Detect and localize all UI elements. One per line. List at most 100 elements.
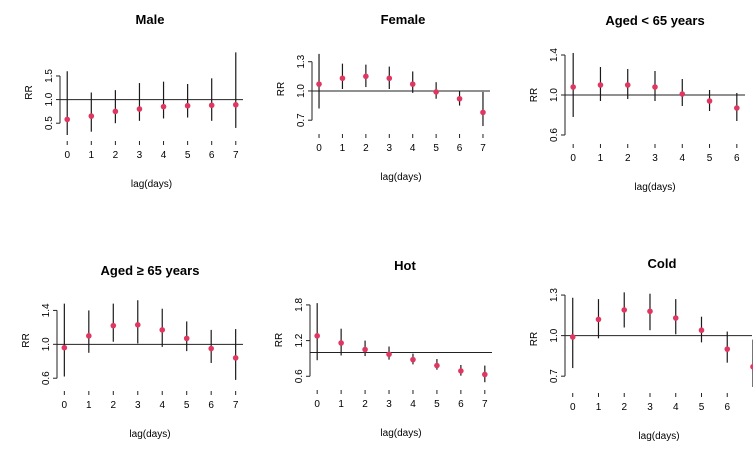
- x-tick-label: 6: [458, 399, 464, 410]
- data-point: [86, 333, 92, 339]
- x-tick-label: 0: [314, 399, 320, 410]
- data-point: [159, 327, 166, 333]
- data-point: [362, 346, 368, 353]
- x-axis-label: lag(days): [634, 182, 675, 193]
- x-tick-label: 2: [362, 399, 368, 410]
- data-point: [386, 75, 393, 82]
- x-tick-label: 2: [113, 150, 119, 161]
- x-tick-label: 7: [480, 143, 486, 154]
- data-point: [64, 116, 71, 123]
- data-point: [624, 82, 631, 88]
- chart-title: Female: [381, 12, 426, 27]
- data-point: [597, 82, 604, 88]
- y-axis-label: RR: [529, 88, 540, 102]
- y-tick-label: 0.7: [549, 369, 560, 383]
- data-point: [183, 335, 190, 342]
- data-point: [88, 113, 95, 119]
- x-axis-label: lag(days): [380, 172, 421, 183]
- x-tick-label: 1: [596, 402, 602, 413]
- data-point: [750, 363, 753, 370]
- data-point: [232, 355, 239, 361]
- y-tick-label: 1.5: [44, 69, 55, 83]
- y-axis-label: RR: [24, 85, 35, 99]
- x-tick-label: 5: [184, 400, 190, 411]
- y-tick-label: 1.8: [294, 298, 305, 312]
- x-tick-label: 6: [457, 143, 463, 154]
- x-tick-label: 1: [340, 143, 346, 154]
- data-point: [706, 98, 713, 104]
- y-tick-label: 0.6: [294, 369, 305, 383]
- data-point: [316, 81, 322, 87]
- x-tick-label: 5: [434, 399, 440, 410]
- data-point: [621, 307, 628, 313]
- x-axis-label: lag(days): [638, 431, 679, 442]
- data-point: [698, 327, 705, 334]
- y-tick-label: 1.0: [44, 92, 55, 106]
- x-tick-label: 5: [707, 153, 713, 164]
- chart-title: Hot: [394, 258, 416, 273]
- data-point: [647, 308, 653, 315]
- data-point: [434, 362, 440, 369]
- y-tick-label: 1.3: [296, 54, 307, 68]
- y-tick-label: 0.6: [41, 371, 52, 385]
- x-axis-label: lag(days): [380, 428, 421, 439]
- data-point: [160, 103, 167, 110]
- x-axis-label: lag(days): [131, 179, 172, 190]
- x-tick-label: 6: [209, 150, 215, 161]
- chart-panel: Cold 0.7 1.0 1.3 RR 0 1 2 3 4 5 6 lag(days): [529, 256, 753, 442]
- y-tick-label: 1.0: [549, 328, 560, 342]
- x-tick-label: 0: [570, 402, 576, 413]
- chart-title: Aged ≥ 65 years: [101, 263, 200, 278]
- data-point: [724, 346, 731, 352]
- y-tick-label: 0.7: [296, 113, 307, 127]
- y-tick-label: 1.4: [549, 48, 560, 62]
- chart-panel: Male 0.5 1.0 1.5 RR 0 1 2 3 4 5 6 7 lag(days): [24, 12, 243, 190]
- x-tick-label: 5: [185, 150, 191, 161]
- y-axis-label: RR: [21, 333, 32, 347]
- x-tick-label: 2: [363, 143, 369, 154]
- x-tick-label: 1: [89, 150, 95, 161]
- x-tick-label: 5: [699, 402, 705, 413]
- data-point: [386, 351, 392, 358]
- y-tick-label: 1.4: [41, 303, 52, 317]
- x-tick-label: 5: [433, 143, 439, 154]
- x-tick-label: 4: [410, 399, 416, 410]
- chart-panel: Aged < 65 years 0.6 1.0 1.4 RR 0 1 2 3 4 5 6 lag(day…: [529, 13, 745, 193]
- x-axis-label: lag(days): [129, 429, 170, 440]
- data-point: [338, 340, 344, 346]
- chart-panel: Female 0.7 1.0 1.3 RR 0 1 2 3 4 5 6 7 lag(days): [276, 12, 490, 183]
- data-point: [112, 108, 119, 115]
- y-tick-label: 1.0: [41, 337, 52, 351]
- x-tick-label: 3: [386, 399, 392, 410]
- x-tick-label: 3: [135, 400, 141, 411]
- x-tick-label: 2: [111, 400, 117, 411]
- x-tick-label: 2: [625, 153, 631, 164]
- data-point: [410, 356, 416, 363]
- data-point: [458, 368, 464, 374]
- data-point: [184, 102, 191, 109]
- data-point: [672, 315, 679, 321]
- x-tick-label: 6: [734, 153, 740, 164]
- x-tick-label: 3: [387, 143, 393, 154]
- data-point: [409, 81, 416, 87]
- x-tick-label: 4: [410, 143, 416, 154]
- x-tick-label: 0: [64, 150, 70, 161]
- x-tick-label: 4: [159, 400, 165, 411]
- chart-title: Cold: [648, 256, 677, 271]
- x-tick-label: 0: [570, 153, 576, 164]
- data-point: [61, 344, 68, 351]
- x-tick-label: 4: [679, 153, 685, 164]
- data-point: [456, 95, 463, 102]
- x-tick-label: 2: [621, 402, 627, 413]
- x-tick-label: 1: [598, 153, 604, 164]
- y-tick-label: 1.2: [294, 333, 305, 347]
- data-point: [363, 73, 369, 80]
- x-tick-label: 4: [673, 402, 679, 413]
- data-point: [208, 102, 215, 109]
- chart-title: Male: [136, 12, 165, 27]
- data-point: [569, 334, 576, 340]
- y-tick-label: 1.3: [549, 288, 560, 302]
- x-tick-label: 3: [137, 150, 143, 161]
- data-point: [433, 89, 439, 95]
